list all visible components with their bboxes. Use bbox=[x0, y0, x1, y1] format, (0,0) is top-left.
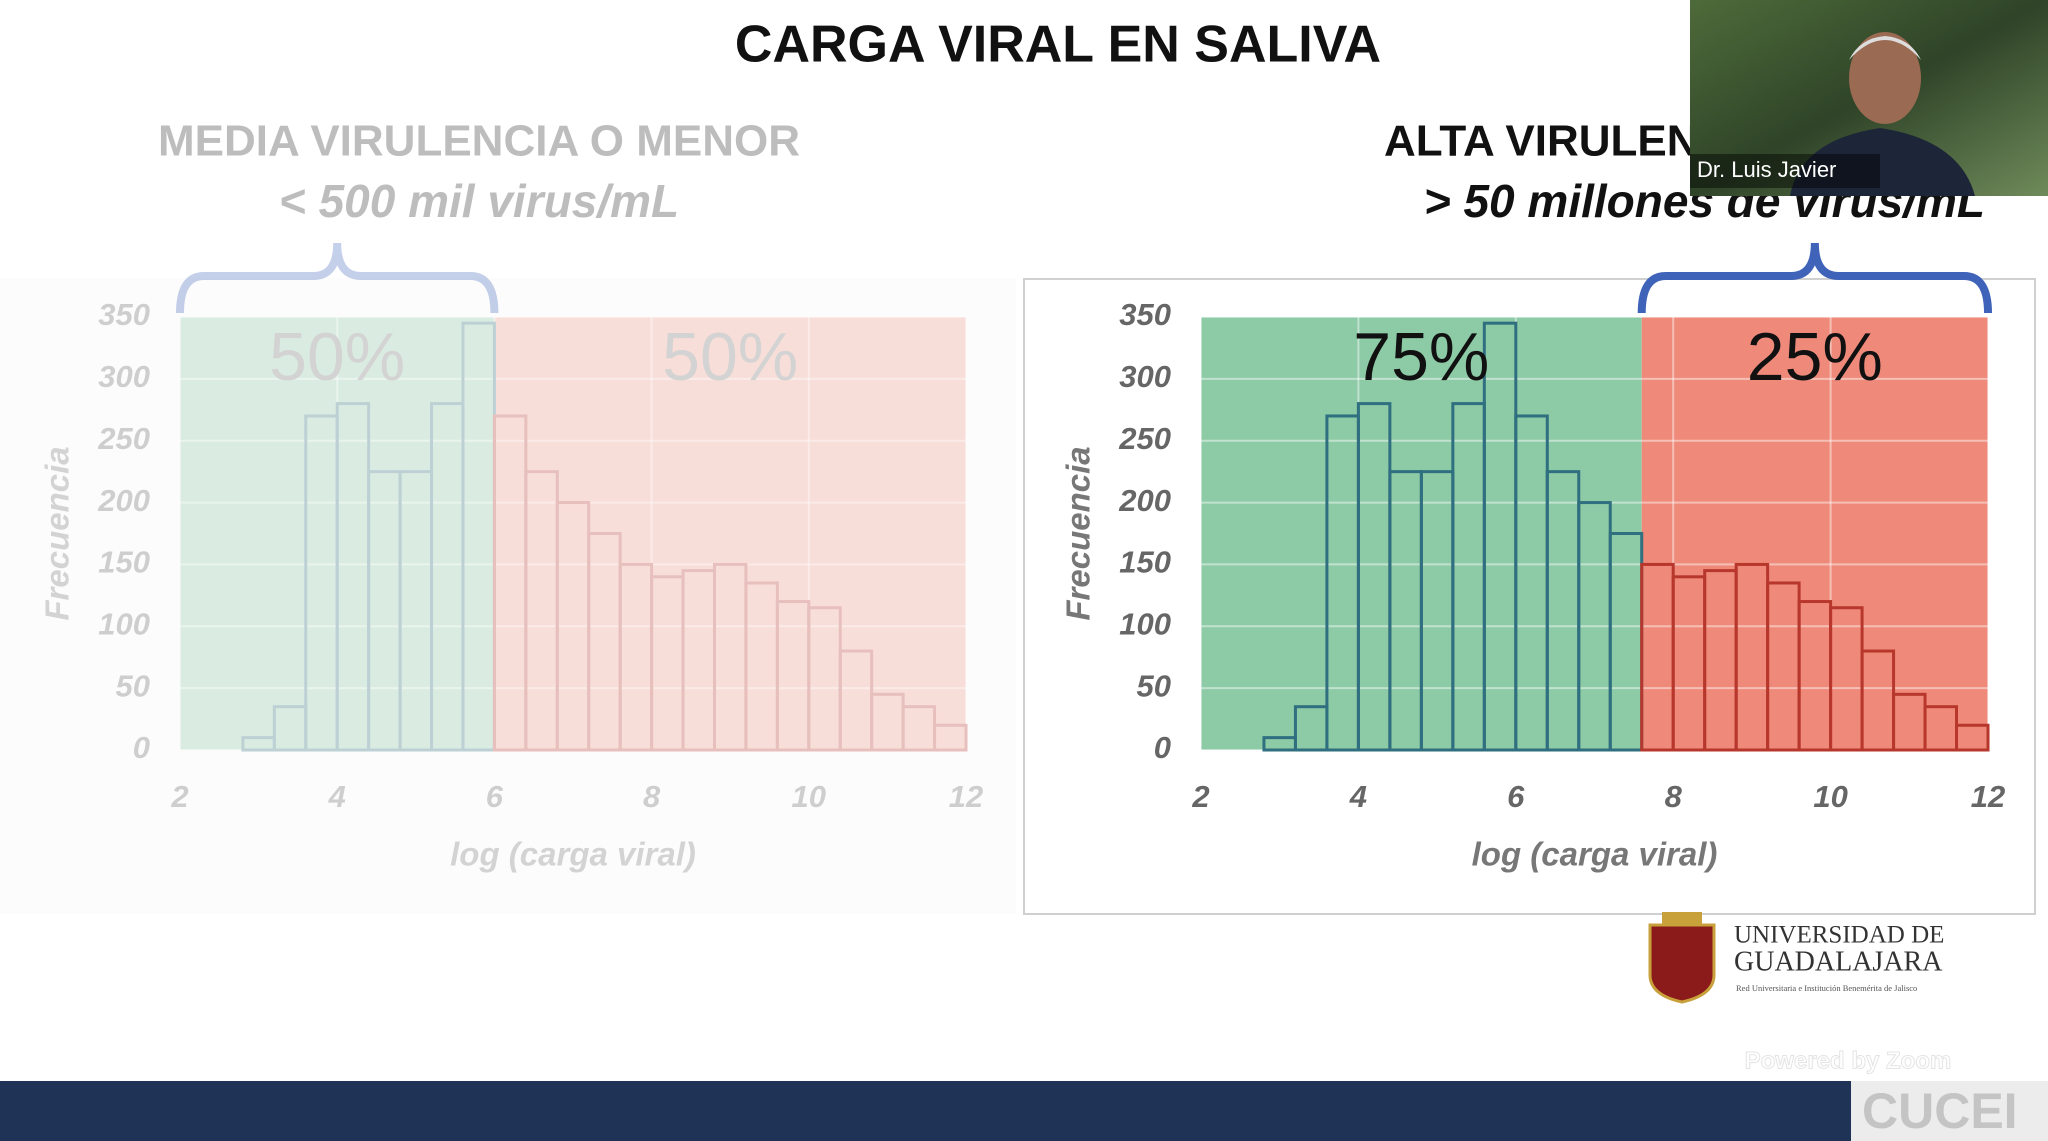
histogram-bar bbox=[838, 649, 874, 752]
left-panel bbox=[0, 278, 1016, 914]
histogram-bar bbox=[807, 606, 842, 752]
histogram-bar bbox=[618, 562, 654, 752]
campus-label: CUCEI bbox=[1862, 1083, 2018, 1139]
name-tag bbox=[1690, 154, 1880, 188]
x-tick-label: 6 bbox=[486, 779, 504, 814]
region-brace bbox=[176, 242, 499, 314]
y-tick-label: 150 bbox=[98, 545, 150, 580]
y-tick-label: 250 bbox=[97, 421, 150, 456]
y-tick-label: 350 bbox=[98, 297, 150, 332]
y-tick-label: 50 bbox=[1137, 668, 1171, 703]
region bbox=[1641, 317, 1988, 750]
histogram-bar bbox=[367, 470, 402, 752]
footer-box bbox=[1851, 1081, 2048, 1141]
logo-line1: UNIVERSIDAD DE bbox=[1734, 922, 1944, 949]
university-logo: UNIVERSIDAD DE GUADALAJARA Red Universit… bbox=[1648, 912, 1944, 1004]
x-tick-label: 12 bbox=[949, 779, 983, 814]
y-tick-label: 300 bbox=[98, 359, 150, 394]
histogram-bar bbox=[461, 321, 496, 752]
y-axis-title: Frecuencia bbox=[39, 446, 76, 620]
y-tick-label: 350 bbox=[1119, 297, 1171, 332]
histogram-bar bbox=[304, 414, 339, 752]
histogram-bar bbox=[650, 575, 685, 752]
histogram-bar bbox=[241, 736, 276, 752]
x-axis-title: log (carga viral) bbox=[450, 836, 696, 873]
region-label: 25% bbox=[1747, 319, 1883, 395]
histogram-bar bbox=[555, 501, 591, 752]
region-label: 50% bbox=[662, 319, 798, 395]
logo-shield bbox=[1648, 923, 1716, 1004]
logo-tagline: Red Universitaria e Institución Beneméri… bbox=[1736, 983, 1917, 993]
person-hair bbox=[1849, 36, 1921, 60]
histogram-bar bbox=[933, 723, 968, 752]
region-label: 75% bbox=[1353, 319, 1489, 395]
y-tick-label: 300 bbox=[1119, 359, 1171, 394]
y-tick-label: 250 bbox=[1118, 421, 1171, 456]
x-tick-label: 10 bbox=[1813, 779, 1847, 814]
video-overlay: Dr. Luis Javier bbox=[1690, 0, 2048, 196]
histogram-bar bbox=[492, 414, 528, 752]
y-tick-label: 0 bbox=[1154, 730, 1171, 765]
left-heading: MEDIA VIRULENCIA O MENOR bbox=[158, 117, 800, 166]
y-tick-label: 100 bbox=[98, 606, 150, 641]
left-chart: 50% 50% 2 4 6 8 10 12 0 50 100 150 200 250 300 350 log (… bbox=[39, 242, 983, 873]
x-tick-label: 4 bbox=[1349, 779, 1367, 814]
person-body bbox=[1790, 128, 1975, 196]
x-tick-label: 10 bbox=[792, 779, 826, 814]
y-tick-label: 200 bbox=[97, 483, 150, 518]
histogram-bar bbox=[1955, 723, 1990, 752]
y-tick-label: 200 bbox=[1118, 483, 1171, 518]
histogram-bar bbox=[272, 705, 308, 752]
left-subheading: < 500 mil virus/mL bbox=[279, 175, 679, 227]
slide-title: CARGA VIRAL EN SALIVA bbox=[735, 16, 1381, 74]
x-tick-label: 12 bbox=[1971, 779, 2005, 814]
histogram-bar bbox=[524, 470, 559, 752]
logo-crest bbox=[1662, 912, 1702, 924]
histogram-bar bbox=[744, 581, 779, 752]
logo-line2: GUADALAJARA bbox=[1734, 946, 1943, 977]
y-tick-label: 50 bbox=[116, 668, 150, 703]
person-head bbox=[1849, 32, 1921, 124]
histogram-bar bbox=[901, 705, 937, 752]
x-tick-label: 2 bbox=[170, 779, 188, 814]
x-tick-label: 8 bbox=[643, 779, 661, 814]
y-axis-title: Frecuencia bbox=[1060, 446, 1097, 620]
histogram-bar bbox=[398, 470, 434, 752]
region bbox=[494, 317, 966, 750]
participant-name: Dr. Luis Javier bbox=[1697, 157, 1836, 182]
x-axis-title: log (carga viral) bbox=[1472, 836, 1718, 873]
x-tick-label: 6 bbox=[1507, 779, 1525, 814]
zoom-watermark: Powered by Zoom bbox=[1745, 1047, 1952, 1074]
x-tick-label: 2 bbox=[1191, 779, 1209, 814]
histogram-bar bbox=[681, 569, 716, 752]
histogram-bar bbox=[430, 402, 465, 752]
right-chart: 75% 25% 2 4 6 8 10 12 0 50 100 150 200 250 300 350 log (… bbox=[1060, 242, 2005, 873]
histogram-bar bbox=[335, 402, 371, 752]
region-brace bbox=[1637, 242, 1992, 314]
histogram-bar bbox=[587, 532, 622, 752]
y-tick-label: 0 bbox=[133, 730, 150, 765]
y-tick-label: 100 bbox=[1119, 606, 1171, 641]
x-tick-label: 4 bbox=[328, 779, 346, 814]
region bbox=[180, 317, 495, 750]
y-tick-label: 150 bbox=[1119, 545, 1171, 580]
region-label: 50% bbox=[269, 319, 405, 395]
histogram-bar bbox=[712, 562, 748, 752]
x-tick-label: 8 bbox=[1665, 779, 1683, 814]
histogram-bar bbox=[870, 692, 905, 752]
footer-bar bbox=[0, 1081, 1851, 1141]
histogram-bar bbox=[775, 600, 811, 752]
